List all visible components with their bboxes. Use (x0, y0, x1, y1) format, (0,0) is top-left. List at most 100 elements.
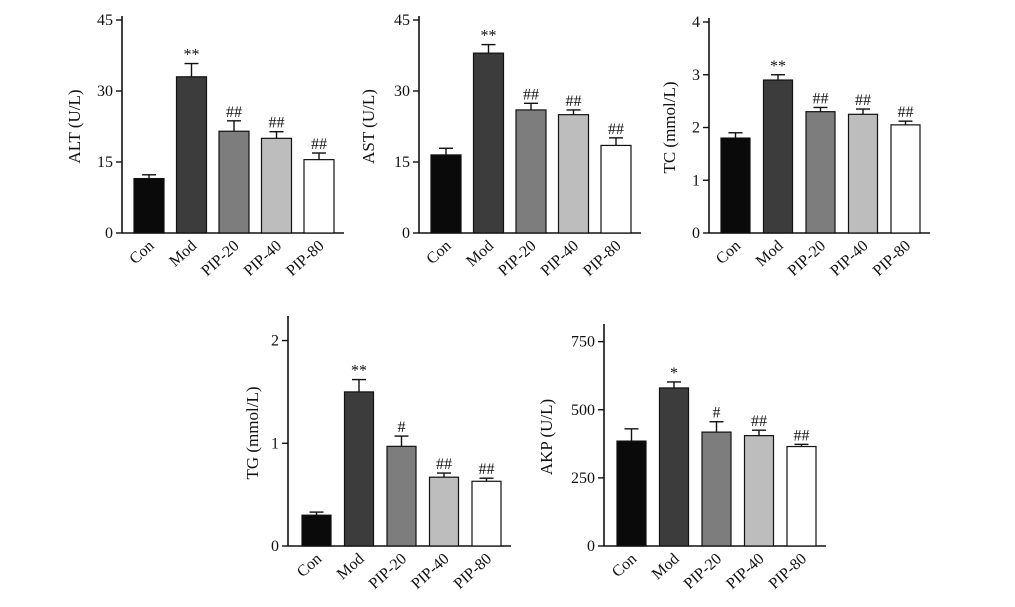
x-tick-label: PIP-80 (870, 237, 914, 279)
significance-mark: ## (311, 136, 327, 153)
y-tick-label: 15 (97, 154, 113, 171)
significance-mark: ** (184, 47, 200, 64)
bar-pip-80 (471, 480, 502, 547)
x-tick-label: Con (294, 550, 325, 580)
bar-pip-20 (515, 109, 547, 234)
y-tick-label: 15 (394, 154, 410, 171)
chart-panel-5: 0 250 500 750 AKP (U/L) Con * Mod # PIP-20 ## PIP-4… (537, 324, 826, 593)
bar-pip-20 (218, 130, 250, 234)
x-tick-label: PIP-80 (451, 550, 495, 592)
significance-mark: * (670, 365, 678, 382)
bar-pip-40 (260, 137, 293, 234)
x-tick-label: PIP-40 (538, 237, 582, 279)
x-tick-label: Con (713, 237, 744, 267)
y-tick-label: 0 (271, 538, 279, 555)
y-axis-label: AKP (U/L) (537, 399, 556, 475)
bar-mod (175, 76, 208, 234)
significance-mark: ## (436, 456, 452, 473)
significance-mark: # (398, 419, 406, 436)
significance-mark: ## (269, 115, 285, 132)
y-tick-label: 250 (571, 470, 595, 487)
significance-mark: ## (751, 413, 767, 430)
x-tick-label: PIP-40 (241, 237, 285, 279)
y-tick-label: 3 (692, 67, 700, 84)
y-axis-label: TG (mmol/L) (243, 386, 262, 479)
y-tick-label: 1 (271, 435, 279, 452)
chart-panel-3: 0 1 2 3 4 TC (mmol/L) Con ** Mod ## PIP-20 ## PIP-40… (660, 14, 930, 280)
bar-con (720, 137, 751, 234)
bar-con (301, 514, 332, 547)
chart-panel-2: 0 15 30 45 AST (U/L) Con ** Mod ## PIP-20 ## PIP-40… (359, 12, 641, 280)
bar-con (133, 177, 165, 234)
x-tick-label: PIP-20 (785, 237, 829, 279)
y-tick-label: 1 (692, 172, 700, 189)
bar-pip-40 (847, 113, 879, 234)
y-tick-label: 500 (571, 402, 595, 419)
bar-pip-20 (701, 431, 732, 547)
y-tick-label: 45 (394, 12, 410, 29)
y-tick-label: 0 (105, 225, 113, 242)
significance-mark: # (713, 405, 721, 422)
bar-pip-80 (600, 144, 632, 234)
y-tick-label: 0 (692, 225, 700, 242)
x-tick-label: PIP-80 (283, 237, 327, 279)
chart-panel-4: 0 1 2 TG (mmol/L) Con ** Mod # PIP-20 ## PIP-40 ## P… (243, 316, 511, 593)
x-tick-label: PIP-80 (580, 237, 624, 279)
significance-mark: ## (813, 90, 829, 107)
y-tick-label: 30 (394, 83, 410, 100)
x-tick-label: Mod (166, 237, 200, 270)
x-tick-label: Mod (463, 237, 497, 270)
y-tick-label: 0 (402, 225, 410, 242)
bar-con (430, 154, 462, 234)
y-tick-label: 2 (692, 120, 700, 137)
bar-pip-80 (890, 124, 921, 234)
significance-mark: ## (523, 86, 539, 103)
x-tick-label: PIP-40 (723, 550, 767, 592)
significance-mark: ## (566, 93, 582, 110)
bar-pip-80 (786, 445, 817, 547)
bar-con (616, 440, 647, 547)
x-tick-label: PIP-80 (766, 550, 810, 592)
y-axis-label: ALT (U/L) (65, 89, 84, 163)
y-tick-label: 0 (587, 538, 595, 555)
x-tick-label: PIP-20 (681, 550, 725, 592)
y-tick-label: 750 (571, 334, 595, 351)
x-tick-label: Mod (649, 550, 683, 583)
bar-pip-20 (386, 445, 417, 547)
bar-mod (762, 79, 794, 234)
x-tick-label: Mod (753, 237, 787, 270)
bar-pip-80 (303, 159, 335, 234)
significance-mark: ** (481, 28, 497, 45)
bar-mod (472, 52, 505, 234)
x-tick-label: Con (609, 550, 640, 580)
y-axis-label: TC (mmol/L) (660, 81, 679, 173)
x-tick-label: Mod (334, 550, 368, 583)
y-tick-label: 2 (271, 333, 279, 350)
y-axis-label: AST (U/L) (359, 89, 378, 164)
bar-pip-20 (805, 111, 836, 234)
bar-pip-40 (743, 435, 775, 547)
y-tick-label: 30 (97, 83, 113, 100)
bar-mod (658, 387, 690, 547)
x-tick-label: PIP-20 (495, 237, 539, 279)
x-tick-label: Con (126, 237, 157, 267)
significance-mark: ## (226, 104, 242, 121)
y-tick-label: 4 (692, 14, 700, 31)
significance-mark: ## (608, 121, 624, 138)
chart-panel-1: 0 15 30 45 ALT (U/L) Con ** Mod ## PIP-20 ## PIP-40… (65, 12, 344, 280)
significance-mark: ## (479, 461, 495, 478)
x-tick-label: PIP-20 (198, 237, 242, 279)
x-tick-label: Con (423, 237, 454, 267)
y-tick-label: 45 (97, 12, 113, 29)
x-tick-label: PIP-40 (827, 237, 871, 279)
significance-mark: ** (351, 363, 367, 380)
significance-mark: ** (770, 58, 786, 75)
bar-pip-40 (428, 476, 460, 547)
x-tick-label: PIP-40 (408, 550, 452, 592)
significance-mark: ## (855, 92, 871, 109)
bar-mod (343, 391, 375, 547)
significance-mark: ## (898, 104, 914, 121)
significance-mark: ## (794, 427, 810, 444)
x-tick-label: PIP-20 (366, 550, 410, 592)
